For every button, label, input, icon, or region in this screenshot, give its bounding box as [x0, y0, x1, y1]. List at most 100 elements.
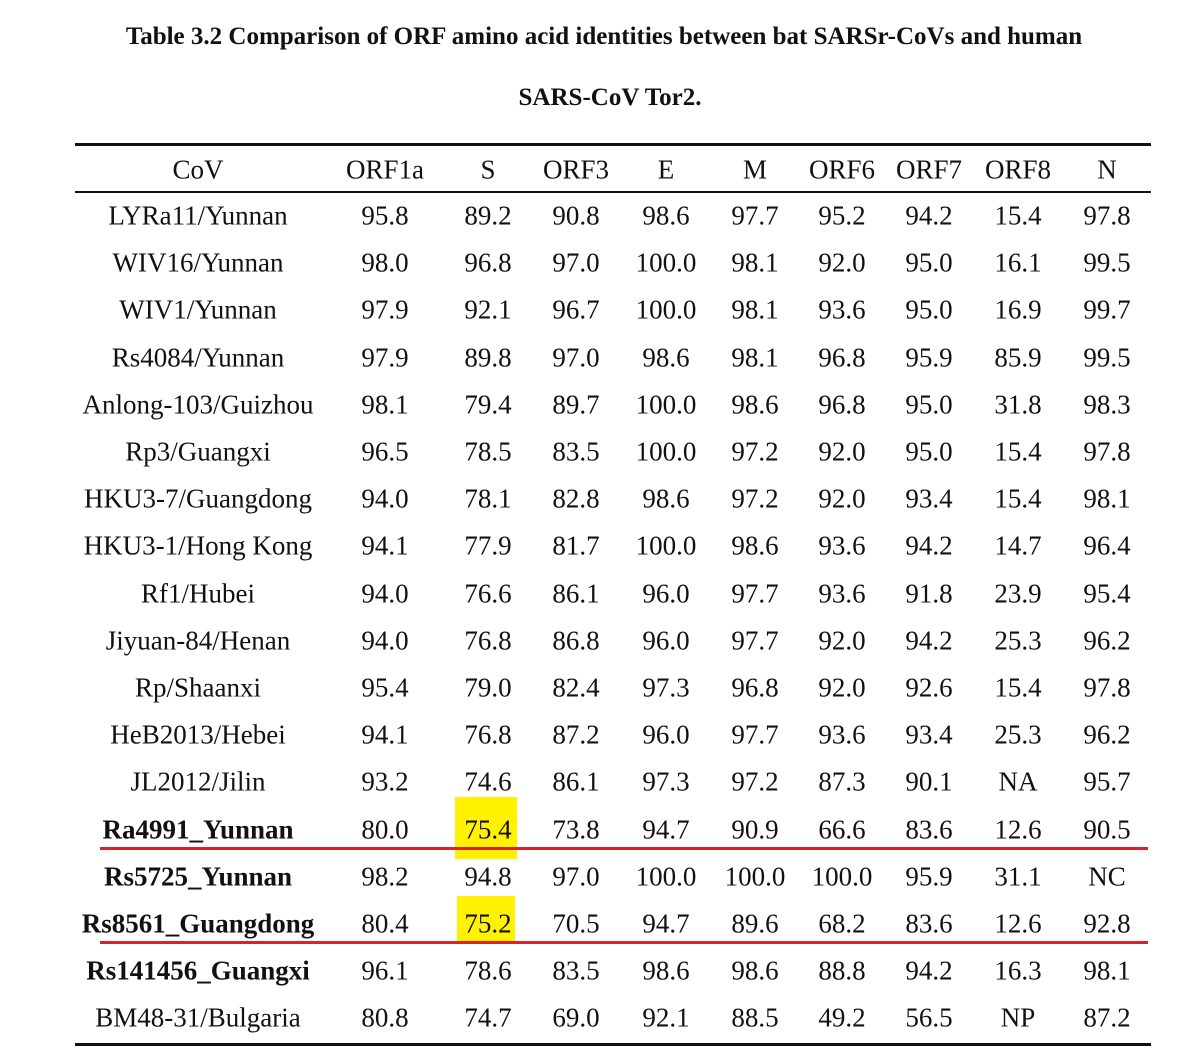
cell: 98.6: [731, 530, 779, 561]
cell: 93.4: [905, 483, 953, 514]
cell: 92.0: [818, 436, 866, 467]
cell: NP: [1000, 1002, 1036, 1033]
cell: 93.6: [818, 578, 866, 609]
cell: 100.0: [811, 861, 873, 892]
cell: 94.7: [642, 908, 690, 939]
cell: 75.2: [464, 908, 512, 939]
cell: 88.5: [731, 1002, 779, 1033]
cell: 78.1: [464, 483, 512, 514]
cell: 97.3: [642, 672, 690, 703]
cell: 96.0: [642, 719, 690, 750]
cell: 75.4: [464, 814, 512, 845]
cell: 94.1: [361, 719, 409, 750]
cell: 89.6: [731, 908, 779, 939]
cell: 81.7: [552, 530, 600, 561]
cell: 96.7: [552, 294, 600, 325]
cell: 82.4: [552, 672, 600, 703]
row-label: BM48-31/Bulgaria: [95, 1002, 301, 1033]
cell: 15.4: [994, 200, 1042, 231]
cell: 80.8: [361, 1002, 409, 1033]
cell: 83.5: [552, 436, 600, 467]
cell: 16.1: [994, 247, 1042, 278]
cell: 95.9: [905, 861, 953, 892]
cell: 92.6: [905, 672, 953, 703]
cell: 15.4: [994, 436, 1042, 467]
cell: 95.0: [905, 436, 953, 467]
cell: 89.8: [464, 342, 512, 373]
cell: 82.8: [552, 483, 600, 514]
cell: 98.1: [361, 389, 409, 420]
header-cell: CoV: [172, 154, 224, 185]
cell: 16.9: [994, 294, 1042, 325]
cell: 86.1: [552, 766, 600, 797]
cell: 95.0: [905, 389, 953, 420]
cell: 93.6: [818, 530, 866, 561]
cell: 100.0: [724, 861, 786, 892]
cell: 95.2: [818, 200, 866, 231]
cell: 97.9: [361, 342, 409, 373]
cell: 99.5: [1083, 342, 1131, 373]
cell: 98.1: [1083, 483, 1131, 514]
cell: 99.5: [1083, 247, 1131, 278]
cell: 96.4: [1083, 530, 1131, 561]
cell: 97.7: [731, 719, 779, 750]
header-cell: ORF6: [808, 154, 876, 185]
cell: 97.2: [731, 766, 779, 797]
top-rule: [75, 143, 1151, 146]
cell: 98.6: [642, 483, 690, 514]
cell: NA: [998, 766, 1038, 797]
cell: 90.5: [1083, 814, 1131, 845]
cell: 95.0: [905, 247, 953, 278]
cell: 96.1: [361, 955, 409, 986]
cell: 96.5: [361, 436, 409, 467]
cell: 73.8: [552, 814, 600, 845]
cell: 96.2: [1083, 625, 1131, 656]
row-label: Rp3/Guangxi: [125, 436, 271, 467]
cell: 98.2: [361, 861, 409, 892]
cell: 79.0: [464, 672, 512, 703]
row-label: WIV16/Yunnan: [112, 247, 284, 278]
cell: 95.9: [905, 342, 953, 373]
cell: 100.0: [635, 389, 697, 420]
row-label: Rs5725_Yunnan: [103, 861, 293, 892]
cell: 100.0: [635, 247, 697, 278]
header-cell: N: [1097, 154, 1117, 185]
cell: 93.2: [361, 766, 409, 797]
cell: 98.6: [642, 200, 690, 231]
cell: 95.4: [1083, 578, 1131, 609]
cell: 95.8: [361, 200, 409, 231]
cell: 77.9: [464, 530, 512, 561]
cell: 100.0: [635, 530, 697, 561]
cell: 12.6: [994, 908, 1042, 939]
header-rule: [75, 191, 1151, 193]
row-label: Ra4991_Yunnan: [102, 814, 294, 845]
row-label: Rs8561_Guangdong: [81, 908, 315, 939]
cell: 97.8: [1083, 672, 1131, 703]
cell: 97.2: [731, 483, 779, 514]
cell: 92.1: [464, 294, 512, 325]
row-label: HeB2013/Hebei: [110, 719, 286, 750]
row-label: Rs4084/Yunnan: [111, 342, 285, 373]
row-label: Anlong-103/Guizhou: [82, 389, 314, 420]
cell: 76.8: [464, 625, 512, 656]
cell: 97.0: [552, 861, 600, 892]
cell: 91.8: [905, 578, 953, 609]
cell: 98.6: [731, 389, 779, 420]
cell: 90.1: [905, 766, 953, 797]
row-label: WIV1/Yunnan: [119, 294, 277, 325]
cell: 25.3: [994, 625, 1042, 656]
cell: 96.8: [731, 672, 779, 703]
cell: 15.4: [994, 672, 1042, 703]
cell: 94.2: [905, 625, 953, 656]
cell: 92.1: [642, 1002, 690, 1033]
header-cell: ORF7: [895, 154, 963, 185]
cell: 79.4: [464, 389, 512, 420]
cell: 98.6: [642, 955, 690, 986]
cell: 98.1: [731, 294, 779, 325]
cell: 100.0: [635, 861, 697, 892]
cell: NC: [1088, 861, 1126, 892]
row-label: Rs141456_Guangxi: [86, 955, 310, 986]
cell: 93.6: [818, 294, 866, 325]
cell: 90.8: [552, 200, 600, 231]
row-label: Jiyuan-84/Henan: [105, 625, 291, 656]
